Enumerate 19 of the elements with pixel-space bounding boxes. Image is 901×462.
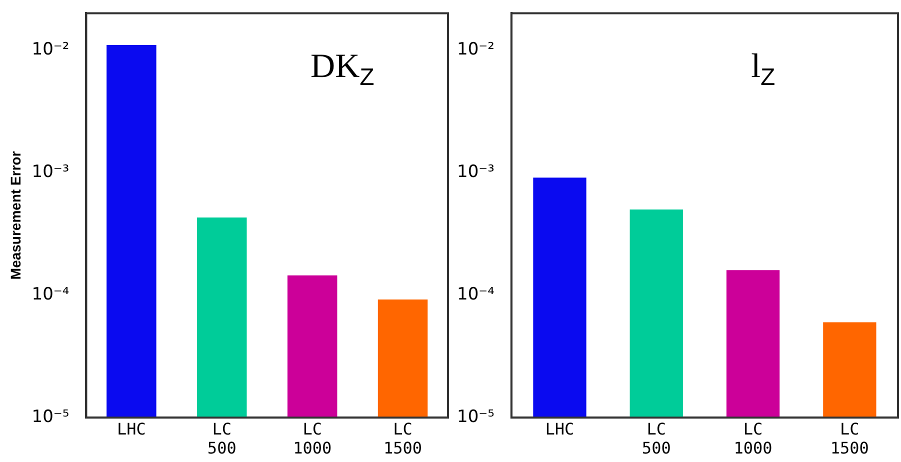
y-axis-title: Measurement Error <box>7 150 24 280</box>
text: l$_{Z}$ <box>751 48 776 92</box>
x-tick-label: LC 1500 <box>830 419 869 458</box>
y-tick-label: 10⁻² <box>457 40 494 60</box>
y-tick-label: 10⁻⁵ <box>32 407 70 428</box>
x-tick-label: LHC <box>116 419 146 438</box>
y-tick-label: 10⁻⁴ <box>457 284 495 305</box>
text: DK$_{Z}$ <box>310 48 374 92</box>
x-tick-label: LHC <box>545 419 574 438</box>
y-tick-label: 10⁻² <box>32 40 70 60</box>
y-tick-label: 10⁻⁵ <box>457 407 494 428</box>
x-tick-label: LC 500 <box>207 419 236 458</box>
x-tick-label: LC 500 <box>642 419 671 458</box>
x-tick-label: LC 1000 <box>734 419 772 458</box>
y-tick-label: 10⁻³ <box>32 162 70 182</box>
x-tick-label: LC 1500 <box>384 419 422 458</box>
y-tick-label: 10⁻⁴ <box>32 284 70 305</box>
x-tick-label: LC 1000 <box>293 419 332 458</box>
y-tick-label: 10⁻³ <box>457 162 494 182</box>
